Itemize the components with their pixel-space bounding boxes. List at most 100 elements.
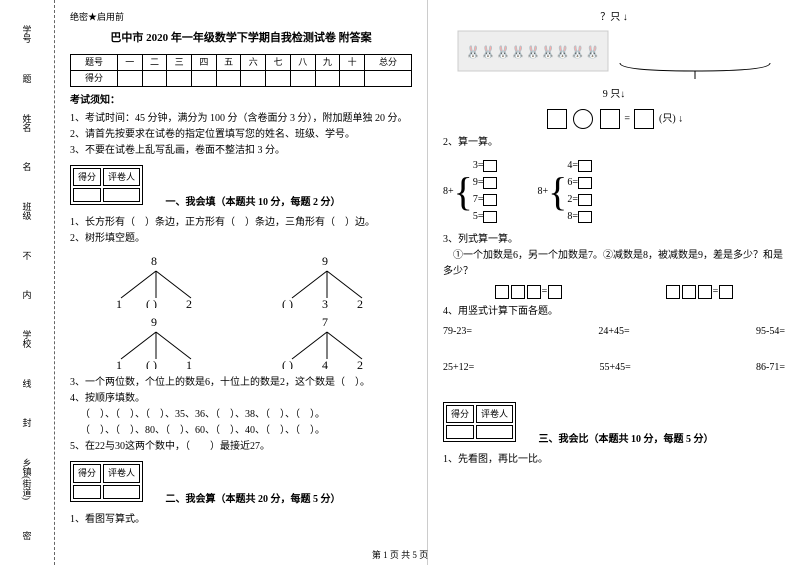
notice: 2、请首先按要求在试卷的指定位置填写您的姓名、班级、学号。 (70, 127, 412, 143)
vcalc-item: 24+45= (598, 324, 629, 340)
binding-dash: 题 (21, 74, 34, 83)
binding-dash: 封 (21, 418, 34, 427)
q2-3-text: ①一个加数是6，另一个加数是7。②减数是8，被减数是9，差是多少？和是多少？ (443, 248, 785, 280)
brace-icon (615, 61, 775, 81)
binding-label: 乡镇(街道) (21, 458, 34, 500)
svg-text:( ): ( ) (146, 358, 157, 369)
square-shape (634, 109, 654, 129)
th: 六 (241, 54, 266, 70)
q2-1: 1、看图写算式。 (70, 512, 412, 528)
binding-label: 姓名 (21, 114, 34, 132)
svg-text:( ): ( ) (146, 297, 157, 308)
q2-2: 2、算一算。 (443, 135, 785, 151)
vcalc-item: 79-23= (443, 324, 472, 340)
prefix: 8+ (537, 184, 548, 200)
answer-box (483, 211, 497, 223)
answer-box (578, 177, 592, 189)
svg-text:9: 9 (151, 315, 157, 329)
td (117, 70, 142, 86)
vertical-calc-row1: 79-23= 24+45= 95-54= (443, 324, 785, 340)
calc-groups: 8+ { 3= 9= 7= 5= 8+ { 4= 6= 2= (443, 157, 785, 226)
answer-box (578, 160, 592, 172)
svg-text:2: 2 (186, 297, 192, 308)
brace-icon: { (454, 172, 473, 212)
score-box: 得分评卷人 (443, 402, 516, 442)
op-box (719, 285, 733, 299)
score-box: 得分评卷人 (70, 461, 143, 501)
th: 题号 (71, 54, 118, 70)
binding-label: 班级 (21, 202, 34, 220)
th: 四 (192, 54, 217, 70)
th: 八 (290, 54, 315, 70)
vcalc-item: 25+12= (443, 360, 474, 376)
tree-row-1: 81( )2 9( )32 (70, 253, 412, 308)
q3-1: 1、先看图，再比一比。 (443, 452, 785, 468)
svg-text:7: 7 (322, 315, 328, 329)
tree-diagram: 81( )2 (101, 253, 211, 308)
th: 五 (216, 54, 241, 70)
op-boxes: = = (443, 284, 785, 300)
bunny-illustration: 🐰🐰🐰🐰🐰🐰🐰🐰🐰 (453, 26, 613, 81)
binding-dash: 名 (21, 162, 34, 171)
th: 七 (266, 54, 291, 70)
bunny-brace-label: 9 只↓ (443, 87, 785, 103)
answer-box (483, 194, 497, 206)
q1-4: 4、按顺序填数。 (70, 391, 412, 407)
notice: 3、不要在试卷上乱写乱画，卷面不整洁扣 3 分。 (70, 143, 412, 159)
q1-3: 3、一个两位数，个位上的数是6，十位上的数是2，这个数是（ ）。 (70, 375, 412, 391)
vertical-calc-row2: 25+12= 55+45= 86-71= (443, 360, 785, 376)
square-shape (547, 109, 567, 129)
q1-4a: （ ）、（ ）、（ ）、35、36、（ ）、38、（ ）、（ ）。 (70, 407, 412, 423)
binding-dash: 内 (21, 290, 34, 299)
op-box (698, 285, 712, 299)
answer-box (483, 177, 497, 189)
svg-text:3: 3 (322, 297, 328, 308)
notice: 1、考试时间：45 分钟，满分为 100 分（含卷面分 3 分），附加题单独 2… (70, 111, 412, 127)
th: 二 (142, 54, 167, 70)
svg-text:( ): ( ) (282, 358, 293, 369)
svg-text:2: 2 (357, 358, 363, 369)
calc-left: 8+ { 3= 9= 7= 5= (443, 157, 497, 226)
confidential-label: 绝密★启用前 (70, 10, 412, 24)
svg-text:9: 9 (322, 254, 328, 268)
binding-margin: 学号 题 姓名 名 班级 不 内 学校 线 封 乡镇(街道) 密 (0, 0, 55, 565)
th: 十 (340, 54, 365, 70)
svg-text:1: 1 (186, 358, 192, 369)
tree-row-2: 91( )1 7( )42 (70, 314, 412, 369)
svg-text:( ): ( ) (282, 297, 293, 308)
op-box (511, 285, 525, 299)
binding-label: 学号 (21, 25, 34, 43)
square-shape (600, 109, 620, 129)
th: 九 (315, 54, 340, 70)
q2-3: 3、列式算一算。 (443, 232, 785, 248)
q1-5: 5、在22与30这两个数中，（ ）最接近27。 (70, 439, 412, 455)
notice-head: 考试须知： (70, 93, 412, 109)
answer-box (578, 211, 592, 223)
eq-sign: = (624, 113, 630, 124)
binding-label: 学校 (21, 330, 34, 348)
score-table: 题号 一 二 三 四 五 六 七 八 九 十 总分 得分 (70, 54, 412, 87)
score-box: 得分评卷人 (70, 165, 143, 205)
answer-box (578, 194, 592, 206)
bunny-top-label: ？只 ↓ (443, 10, 785, 26)
tree-diagram: 91( )1 (101, 314, 211, 369)
vcalc-item: 86-71= (756, 360, 785, 376)
calc-right: 8+ { 4= 6= 2= 8= (537, 157, 591, 226)
op-box (548, 285, 562, 299)
op-box (666, 285, 680, 299)
exam-title: 巴中市 2020 年一年级数学下学期自我检测试卷 附答案 (70, 30, 412, 48)
q1-4b: （ ）、（ ）、80、（ ）、60、（ ）、40、（ ）、（ ）。 (70, 423, 412, 439)
section2-title: 二、我会算（本题共 20 分，每题 5 分） (166, 492, 341, 508)
circle-shape (573, 109, 593, 129)
th: 总分 (364, 54, 411, 70)
tree-diagram: 9( )32 (272, 253, 382, 308)
vcalc-item: 55+45= (600, 360, 631, 376)
tree-diagram: 7( )42 (272, 314, 382, 369)
right-column: ？只 ↓ 🐰🐰🐰🐰🐰🐰🐰🐰🐰 9 只↓ = (只) ↓ 2、算一算。 (428, 0, 800, 565)
section3-title: 三、我会比（本题共 10 分，每题 5 分） (539, 432, 714, 448)
td: 得分 (71, 70, 118, 86)
binding-dash: 线 (21, 379, 34, 388)
op-box (495, 285, 509, 299)
th: 三 (167, 54, 192, 70)
binding-dash: 不 (21, 251, 34, 260)
